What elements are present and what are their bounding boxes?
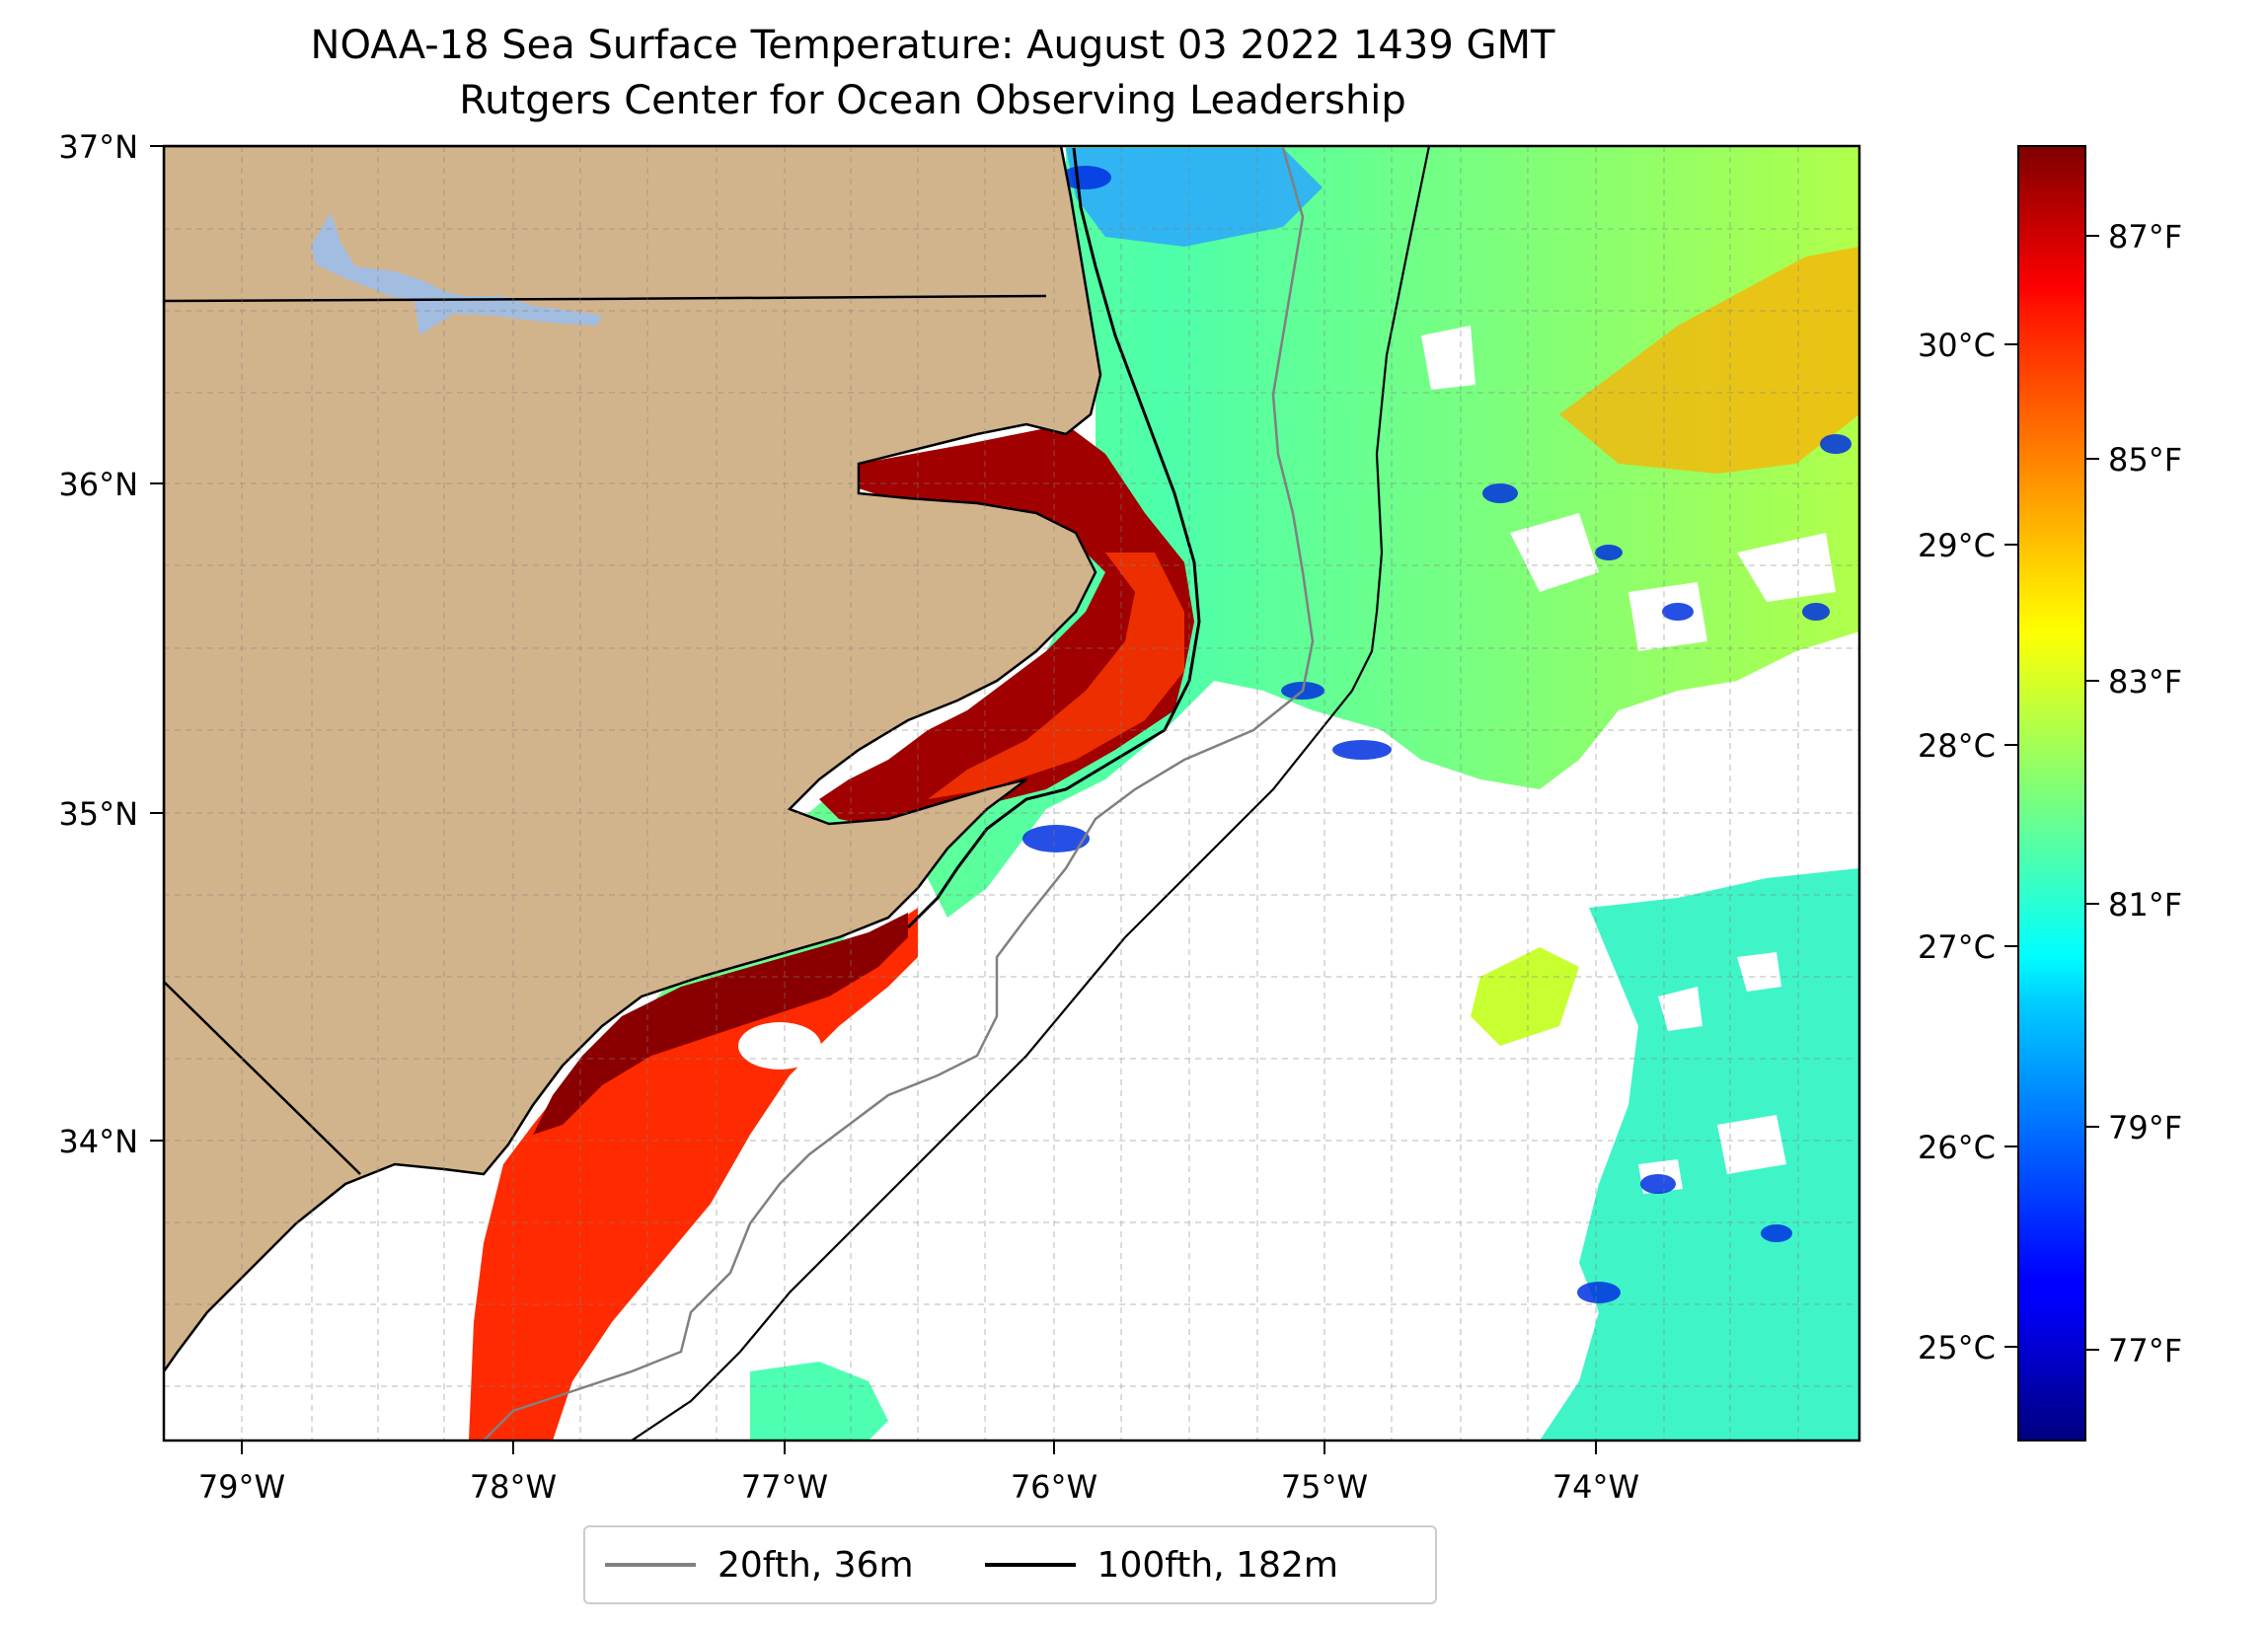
state-border-va-nc (164, 294, 1047, 303)
black-line-swatch-icon (984, 1563, 1076, 1567)
sst-field-north (480, 146, 1859, 1441)
sst-cold-patch-north (1066, 148, 1323, 247)
lon-label: 78°W (470, 1468, 557, 1506)
gray-line-swatch-icon (605, 1563, 696, 1567)
lat-label: 37°N (58, 128, 138, 166)
lon-label: 77°W (741, 1468, 828, 1506)
lat-label: 36°N (58, 466, 138, 503)
lat-label: 34°N (58, 1123, 138, 1160)
colorbar-ticks (2004, 235, 2099, 1351)
lat-label: 35°N (58, 795, 138, 833)
colorbar-fahrenheit-labels: 87°F 85°F 83°F 81°F 79°F 77°F (2108, 218, 2182, 1369)
lon-ticks (241, 1441, 1597, 1454)
fahrenheit-label: 85°F (2108, 441, 2182, 479)
land-north-carolina (164, 146, 1102, 1374)
map-gridlines (164, 146, 1859, 1441)
celsius-label: 28°C (1918, 727, 1996, 765)
legend-item-20fth: 20fth, 36m (585, 1545, 914, 1586)
lon-label: 79°W (198, 1468, 285, 1506)
lon-label: 76°W (1011, 1468, 1097, 1506)
cloud-gap-onslow (738, 1022, 821, 1070)
sst-field-southeast (1540, 868, 1859, 1441)
isobath-20fth (483, 147, 1315, 1441)
lon-label: 74°W (1552, 1468, 1639, 1506)
colorbar-celsius-labels: 30°C 29°C 28°C 27°C 26°C 25°C (1918, 327, 1996, 1367)
cold-spots (1022, 166, 1852, 1303)
fahrenheit-label: 77°F (2108, 1332, 2182, 1369)
colorbar (2017, 145, 2086, 1441)
map-title: NOAA-18 Sea Surface Temperature: August … (310, 23, 1555, 68)
lon-labels: 79°W 78°W 77°W 76°W 75°W 74°W (198, 1468, 1639, 1506)
map-subtitle: Rutgers Center for Ocean Observing Leade… (459, 78, 1406, 123)
sst-field-east-small (1471, 947, 1579, 1046)
sst-coastal-hottest (533, 913, 908, 1135)
lat-ticks (150, 145, 164, 1142)
fahrenheit-label: 79°F (2108, 1109, 2182, 1146)
fahrenheit-label: 81°F (2108, 886, 2182, 924)
map-plot-area (164, 146, 1859, 1441)
legend-label: 20fth, 36m (718, 1544, 914, 1586)
fahrenheit-label: 83°F (2108, 663, 2182, 701)
celsius-label: 30°C (1918, 327, 1996, 364)
sst-sound-warm (928, 553, 1184, 799)
celsius-label: 29°C (1918, 527, 1996, 564)
legend-item-100fth: 100fth, 182m (965, 1545, 1338, 1586)
isobath-100fth (631, 146, 1431, 1441)
lake-kerr (311, 212, 602, 335)
celsius-label: 26°C (1918, 1129, 1996, 1166)
legend-label: 100fth, 182m (1096, 1544, 1338, 1586)
isobath-legend: 20fth, 36m 100fth, 182m (583, 1525, 1437, 1604)
map-frame (162, 144, 1861, 1442)
celsius-label: 25°C (1918, 1329, 1996, 1367)
lat-labels: 37°N 36°N 35°N 34°N (58, 128, 138, 1160)
sst-warm-patch-ne (1559, 247, 1859, 474)
state-border-nc-sc (164, 981, 361, 1175)
fahrenheit-label: 87°F (2108, 218, 2182, 256)
celsius-label: 27°C (1918, 928, 1996, 966)
lon-label: 75°W (1281, 1468, 1368, 1506)
